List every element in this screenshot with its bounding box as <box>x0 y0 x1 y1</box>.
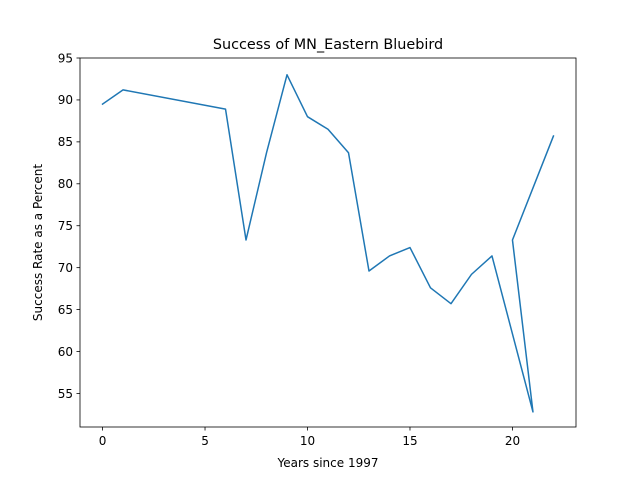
y-tick-label: 60 <box>58 345 73 359</box>
plot-frame <box>79 57 577 428</box>
series-layer <box>101 74 555 413</box>
y-tick-label: 70 <box>58 261 73 275</box>
series-line-0 <box>101 74 555 413</box>
y-tick-label: 80 <box>58 177 73 191</box>
x-tick-label: 20 <box>505 434 520 448</box>
x-tick-label: 5 <box>201 434 209 448</box>
y-axis-label: Success Rate as a Percent <box>31 164 45 321</box>
y-axis-ticks: 55 60 65 70 75 80 85 90 95 <box>58 51 80 401</box>
plot-area <box>80 58 576 427</box>
x-axis-label: Years since 1997 <box>277 456 379 470</box>
y-tick-label: 55 <box>58 387 73 401</box>
x-axis-ticks: 0 5 10 15 20 <box>99 427 520 448</box>
x-tick-label: 10 <box>300 434 315 448</box>
x-tick-label: 0 <box>99 434 107 448</box>
chart-title: Success of MN_Eastern Bluebird <box>213 37 443 53</box>
y-tick-label: 95 <box>58 51 73 65</box>
y-tick-label: 85 <box>58 135 73 149</box>
x-tick-label: 15 <box>402 434 417 448</box>
y-tick-label: 75 <box>58 219 73 233</box>
y-tick-label: 65 <box>58 303 73 317</box>
y-tick-label: 90 <box>58 93 73 107</box>
